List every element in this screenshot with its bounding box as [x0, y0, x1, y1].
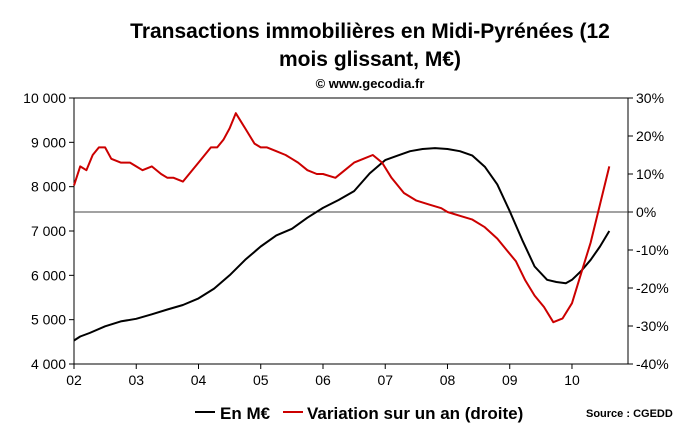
x-tick-label: 09	[502, 372, 518, 388]
y-left-tick-label: 8 000	[31, 179, 66, 195]
y-right-tick-label: 20%	[636, 128, 664, 144]
y-left-tick-label: 9 000	[31, 134, 66, 150]
tick-labels: 02 03 04 05 06 07 08 09 10 4 000 5 000 6 000 7 000 8 …	[23, 90, 669, 388]
x-tick-label: 06	[315, 372, 331, 388]
chart-title-line2: mois glissant, M€)	[279, 48, 461, 71]
x-tick-label: 07	[377, 372, 393, 388]
y-right-tick-label: 10%	[636, 166, 664, 182]
x-tick-label: 10	[564, 372, 580, 388]
y-right-tick-label: -20%	[636, 280, 669, 296]
x-tick-label: 02	[66, 372, 82, 388]
x-tick-label: 03	[128, 372, 144, 388]
x-tick-label: 05	[253, 372, 269, 388]
plot-area	[73, 97, 629, 365]
y-right-tick-label: -40%	[636, 356, 669, 372]
y-right-tick-label: 30%	[636, 90, 664, 106]
legend-label-en-meur: En M€	[220, 404, 271, 423]
y-left-tick-label: 5 000	[31, 312, 66, 328]
legend-label-variation: Variation sur un an (droite)	[307, 404, 523, 423]
series-line-variation	[73, 112, 611, 324]
legend: En M€ Variation sur un an (droite)	[195, 404, 523, 423]
chart-title-line1: Transactions immobilières en Midi-Pyréné…	[130, 20, 610, 43]
axis-ticks	[69, 97, 633, 369]
source-note: Source : CGEDD	[586, 408, 673, 420]
y-right-tick-label: -10%	[636, 242, 669, 258]
y-right-tick-label: -30%	[636, 318, 669, 334]
x-tick-label: 04	[191, 372, 207, 388]
series-lines	[73, 112, 611, 342]
chart-subtitle: © www.gecodia.fr	[316, 76, 425, 91]
x-tick-label: 08	[440, 372, 456, 388]
y-right-tick-label: 0%	[636, 204, 656, 220]
y-left-tick-label: 10 000	[23, 90, 66, 106]
series-line-en-meur	[73, 147, 611, 342]
y-left-tick-label: 7 000	[31, 223, 66, 239]
y-left-tick-label: 6 000	[31, 267, 66, 283]
y-left-tick-label: 4 000	[31, 356, 66, 372]
